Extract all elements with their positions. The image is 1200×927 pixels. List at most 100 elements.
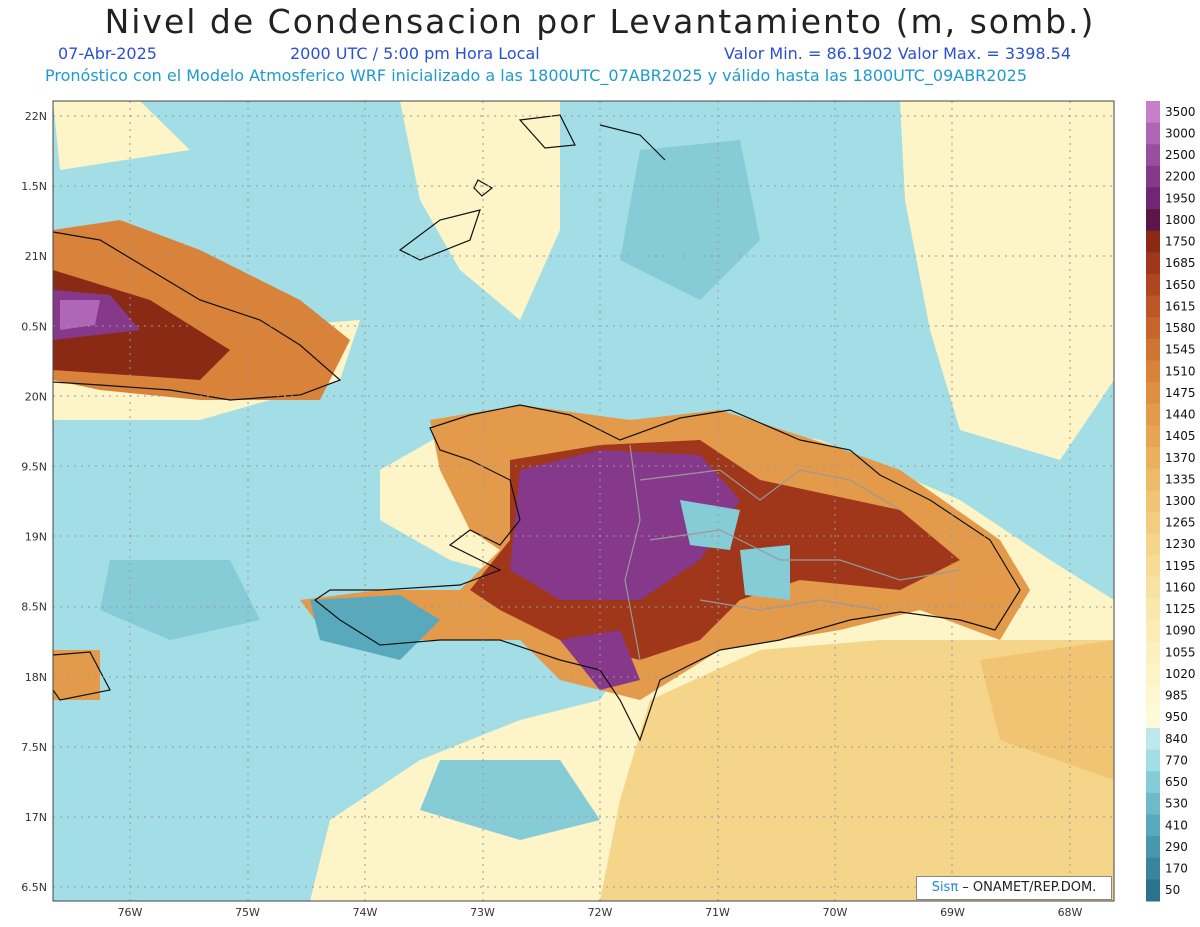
colorbar-label: 1800 <box>1165 213 1196 227</box>
forecast-time: 2000 UTC / 5:00 pm Hora Local <box>290 44 540 63</box>
latitude-label: 18N <box>25 671 47 684</box>
map-frame <box>52 100 1115 902</box>
colorbar-label: 50 <box>1165 883 1180 897</box>
colorbar-swatch <box>1146 209 1160 232</box>
colorbar-swatch <box>1146 663 1160 686</box>
latitude-label: 1.5N <box>21 180 47 193</box>
sispi-logo: Sisπ <box>931 880 959 895</box>
colorbar-label: 1615 <box>1165 299 1196 313</box>
province-borders <box>624 444 961 661</box>
colorbar-label: 1475 <box>1165 386 1196 400</box>
graticule <box>53 101 1114 901</box>
latitude-labels: 22N 1.5N 21N 0.5N 20N 9.5N 19N 8.5N 18N 7.5N 17N 6.… <box>21 110 47 894</box>
colorbar-swatch <box>1146 728 1160 751</box>
longitude-label: 70W <box>823 906 848 919</box>
colorbar-label: 3000 <box>1165 126 1196 140</box>
colorbar-swatch <box>1146 317 1160 340</box>
longitude-label: 68W <box>1058 906 1083 919</box>
colorbar-label: 1300 <box>1165 494 1196 508</box>
colorbar-label: 985 <box>1165 689 1188 703</box>
colorbar-label: 170 <box>1165 862 1188 876</box>
colorbar-label: 530 <box>1165 797 1188 811</box>
colorbar-label: 1510 <box>1165 364 1196 378</box>
latitude-label: 8.5N <box>21 601 47 614</box>
credit-box: Sisπ – ONAMET/REP.DOM. <box>916 876 1112 900</box>
latitude-label: 9.5N <box>21 461 47 474</box>
latitude-label: 20N <box>25 390 47 403</box>
colorbar-swatch <box>1146 879 1160 902</box>
colorbar-swatch <box>1146 749 1160 772</box>
colorbar: 3500 3000 2500 2200 1950 1800 1750 1685 1650 1615… <box>1146 101 1196 902</box>
colorbar-swatch <box>1146 792 1160 816</box>
colorbar-label: 2200 <box>1165 170 1196 184</box>
colorbar-label: 1650 <box>1165 278 1196 292</box>
latitude-label: 21N <box>25 250 47 263</box>
latitude-label: 6.5N <box>21 881 47 894</box>
colorbar-label: 770 <box>1165 753 1188 767</box>
colorbar-swatch <box>1146 144 1160 167</box>
map-title: Nivel de Condensacion por Levantamiento … <box>104 2 1096 41</box>
colorbar-label: 2500 <box>1165 148 1196 162</box>
colorbar-swatch <box>1146 468 1160 491</box>
longitude-label: 69W <box>940 906 965 919</box>
colorbar-label: 1055 <box>1165 645 1196 659</box>
longitude-label: 72W <box>588 906 613 919</box>
latitude-label: 7.5N <box>21 741 47 754</box>
value-range: Valor Min. = 86.1902 Valor Max. = 3398.5… <box>724 44 1072 63</box>
colorbar-label: 1440 <box>1165 408 1196 422</box>
colorbar-label: 950 <box>1165 710 1188 724</box>
colorbar-swatch <box>1146 252 1160 275</box>
colorbar-swatch <box>1146 814 1160 837</box>
colorbar-label: 410 <box>1165 818 1188 832</box>
longitude-label: 75W <box>235 906 260 919</box>
colorbar-swatch <box>1146 619 1160 643</box>
colorbar-swatch <box>1146 555 1160 578</box>
colorbar-label: 1195 <box>1165 559 1196 573</box>
colorbar-swatch <box>1146 684 1160 707</box>
latitude-label: 22N <box>25 110 47 123</box>
colorbar-label: 1125 <box>1165 602 1196 616</box>
colorbar-swatch <box>1146 641 1160 664</box>
colorbar-swatch <box>1146 511 1160 534</box>
colorbar-swatch <box>1146 857 1160 880</box>
latitude-label: 19N <box>25 531 47 544</box>
colorbar-swatch <box>1146 576 1160 599</box>
latitude-label: 17N <box>25 811 47 824</box>
colorbar-label: 1685 <box>1165 256 1196 270</box>
colorbar-label: 1580 <box>1165 321 1196 335</box>
model-description: Pronóstico con el Modelo Atmosferico WRF… <box>45 66 1028 85</box>
longitude-labels: 76W 75W 74W 73W 72W 71W 70W 69W 68W <box>118 906 1083 919</box>
colorbar-label: 290 <box>1165 840 1188 854</box>
colorbar-swatch <box>1146 230 1160 253</box>
longitude-label: 74W <box>353 906 378 919</box>
longitude-label: 76W <box>118 906 143 919</box>
credit-text: – ONAMET/REP.DOM. <box>958 880 1097 895</box>
colorbar-swatch <box>1146 836 1160 859</box>
colorbar-swatch <box>1146 122 1160 145</box>
colorbar-swatch <box>1146 490 1160 513</box>
colorbar-label: 1335 <box>1165 472 1196 486</box>
colorbar-label: 1750 <box>1165 235 1196 249</box>
forecast-date: 07-Abr-2025 <box>58 44 157 63</box>
coastlines <box>52 114 1021 742</box>
colorbar-swatch <box>1146 533 1160 556</box>
colorbar-swatch <box>1146 273 1160 297</box>
colorbar-swatch <box>1146 101 1160 124</box>
colorbar-label: 840 <box>1165 732 1188 746</box>
colorbar-swatch <box>1146 187 1160 210</box>
colorbar-swatch <box>1146 706 1160 729</box>
colorbar-swatch <box>1146 446 1160 470</box>
colorbar-swatch <box>1146 360 1160 383</box>
longitude-label: 73W <box>470 906 495 919</box>
colorbar-label: 1545 <box>1165 343 1196 357</box>
colorbar-swatch <box>1146 338 1160 361</box>
colorbar-swatch <box>1146 403 1160 426</box>
colorbar-label: 1405 <box>1165 429 1196 443</box>
colorbar-label: 1090 <box>1165 624 1196 638</box>
colorbar-label: 1370 <box>1165 451 1196 465</box>
colorbar-swatch <box>1146 165 1160 188</box>
colorbar-swatch <box>1146 295 1160 318</box>
lcl-field <box>53 101 1114 901</box>
colorbar-label: 3500 <box>1165 105 1196 119</box>
